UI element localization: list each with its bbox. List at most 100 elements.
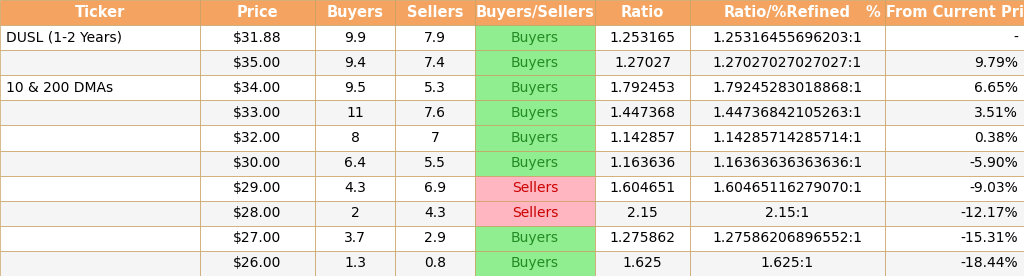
- Bar: [395, 176, 475, 201]
- Bar: [595, 100, 690, 126]
- Bar: [200, 251, 315, 276]
- Text: 7: 7: [431, 131, 439, 145]
- Bar: [595, 50, 690, 75]
- Text: Buyers: Buyers: [511, 81, 559, 95]
- Text: 1.14285714285714:1: 1.14285714285714:1: [713, 131, 862, 145]
- Bar: [0, 251, 200, 276]
- Text: Buyers: Buyers: [327, 5, 384, 20]
- Text: 1.25316455696203:1: 1.25316455696203:1: [713, 31, 862, 45]
- Bar: [885, 201, 1024, 226]
- Text: 1.275862: 1.275862: [609, 231, 676, 245]
- Bar: [0, 226, 200, 251]
- Bar: [0, 50, 200, 75]
- Text: $31.88: $31.88: [233, 31, 282, 45]
- Text: $26.00: $26.00: [233, 256, 282, 270]
- Text: Sellers: Sellers: [407, 5, 463, 20]
- Bar: [200, 50, 315, 75]
- Bar: [475, 126, 595, 150]
- Text: 2: 2: [350, 206, 359, 220]
- Bar: [690, 100, 885, 126]
- Text: 9.79%: 9.79%: [974, 56, 1018, 70]
- Text: $30.00: $30.00: [233, 156, 282, 170]
- Bar: [315, 251, 395, 276]
- Text: $28.00: $28.00: [233, 206, 282, 220]
- Text: Buyers: Buyers: [511, 31, 559, 45]
- Bar: [395, 150, 475, 176]
- Text: 2.15:1: 2.15:1: [765, 206, 810, 220]
- Text: $33.00: $33.00: [233, 106, 282, 120]
- Text: $35.00: $35.00: [233, 56, 282, 70]
- Bar: [595, 126, 690, 150]
- Bar: [0, 126, 200, 150]
- Text: -12.17%: -12.17%: [961, 206, 1018, 220]
- Bar: [200, 0, 315, 25]
- Bar: [885, 100, 1024, 126]
- Text: 5.3: 5.3: [424, 81, 445, 95]
- Bar: [315, 50, 395, 75]
- Text: 9.9: 9.9: [344, 31, 366, 45]
- Text: 7.6: 7.6: [424, 106, 446, 120]
- Bar: [0, 25, 200, 50]
- Text: 6.9: 6.9: [424, 181, 446, 195]
- Bar: [315, 0, 395, 25]
- Text: -9.03%: -9.03%: [970, 181, 1018, 195]
- Bar: [690, 75, 885, 100]
- Bar: [0, 201, 200, 226]
- Bar: [315, 176, 395, 201]
- Text: % From Current Price: % From Current Price: [866, 5, 1024, 20]
- Text: 8: 8: [350, 131, 359, 145]
- Bar: [690, 201, 885, 226]
- Bar: [315, 201, 395, 226]
- Text: Buyers: Buyers: [511, 231, 559, 245]
- Text: -: -: [1013, 31, 1018, 45]
- Bar: [315, 100, 395, 126]
- Text: 1.27027027027027:1: 1.27027027027027:1: [713, 56, 862, 70]
- Bar: [475, 251, 595, 276]
- Bar: [690, 150, 885, 176]
- Text: 1.253165: 1.253165: [609, 31, 676, 45]
- Bar: [595, 150, 690, 176]
- Text: Sellers: Sellers: [512, 206, 558, 220]
- Bar: [885, 75, 1024, 100]
- Bar: [0, 100, 200, 126]
- Text: 10 & 200 DMAs: 10 & 200 DMAs: [6, 81, 113, 95]
- Text: 7.4: 7.4: [424, 56, 445, 70]
- Bar: [885, 176, 1024, 201]
- Bar: [595, 226, 690, 251]
- Bar: [595, 251, 690, 276]
- Bar: [315, 150, 395, 176]
- Bar: [200, 100, 315, 126]
- Text: $34.00: $34.00: [233, 81, 282, 95]
- Text: 2.9: 2.9: [424, 231, 446, 245]
- Text: 1.625:1: 1.625:1: [761, 256, 814, 270]
- Bar: [690, 226, 885, 251]
- Text: -15.31%: -15.31%: [961, 231, 1018, 245]
- Bar: [595, 0, 690, 25]
- Bar: [475, 201, 595, 226]
- Text: Buyers: Buyers: [511, 131, 559, 145]
- Bar: [395, 251, 475, 276]
- Bar: [0, 75, 200, 100]
- Text: Ticker: Ticker: [75, 5, 125, 20]
- Bar: [885, 126, 1024, 150]
- Bar: [395, 25, 475, 50]
- Text: Price: Price: [237, 5, 279, 20]
- Text: 0.8: 0.8: [424, 256, 446, 270]
- Bar: [475, 226, 595, 251]
- Text: 2.15: 2.15: [627, 206, 657, 220]
- Bar: [595, 201, 690, 226]
- Bar: [690, 25, 885, 50]
- Bar: [690, 0, 885, 25]
- Bar: [690, 126, 885, 150]
- Text: 4.3: 4.3: [344, 181, 366, 195]
- Text: $32.00: $32.00: [233, 131, 282, 145]
- Text: Ratio/%Refined: Ratio/%Refined: [724, 5, 851, 20]
- Bar: [475, 176, 595, 201]
- Bar: [885, 226, 1024, 251]
- Text: Buyers: Buyers: [511, 106, 559, 120]
- Text: 3.51%: 3.51%: [974, 106, 1018, 120]
- Bar: [200, 201, 315, 226]
- Text: 7.9: 7.9: [424, 31, 446, 45]
- Text: DUSL (1-2 Years): DUSL (1-2 Years): [6, 31, 122, 45]
- Bar: [395, 100, 475, 126]
